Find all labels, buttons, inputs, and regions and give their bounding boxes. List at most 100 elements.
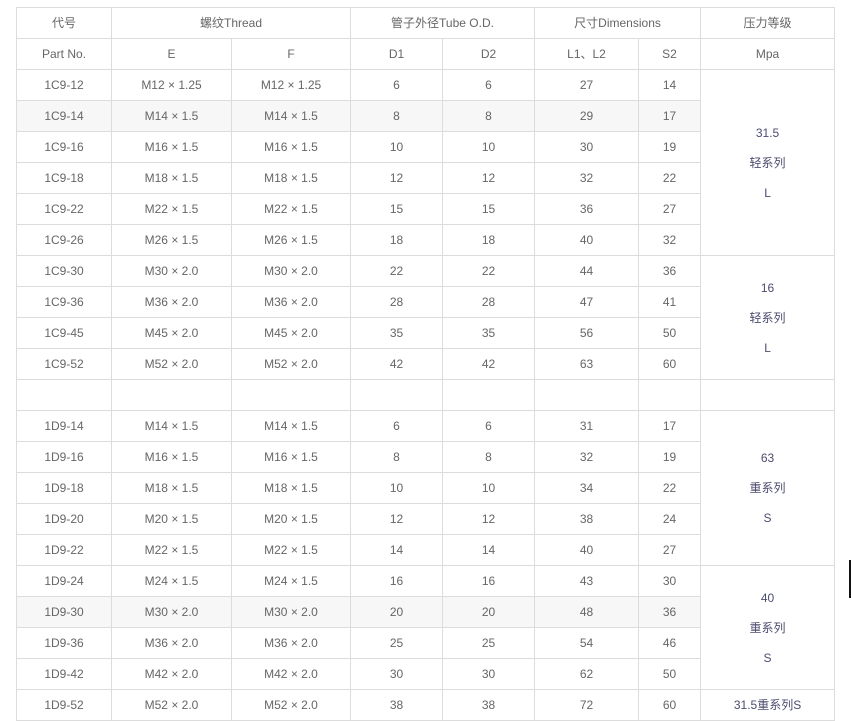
s2-cell: 17 — [638, 410, 702, 442]
part-no-cell: 1D9-36 — [16, 627, 112, 659]
pressure-grade-line: S — [763, 650, 772, 665]
thread-f-cell: M16 × 1.5 — [231, 131, 351, 163]
pressure-grade-cell: 63 重系列 S — [700, 410, 836, 566]
thread-e-cell: M12 × 1.25 — [111, 69, 232, 101]
thread-f-cell: M22 × 1.5 — [231, 534, 351, 566]
d2-cell: 12 — [441, 162, 536, 194]
thread-f-cell: M36 × 2.0 — [231, 627, 351, 659]
d1-cell: 20 — [350, 596, 443, 628]
thread-f-cell: M45 × 2.0 — [231, 317, 351, 349]
pressure-grade-line: S — [763, 511, 772, 525]
s2-cell: 19 — [638, 131, 702, 163]
thread-f-cell: M20 × 1.5 — [231, 503, 351, 535]
d1-cell: 10 — [350, 472, 443, 504]
thread-f-cell: M14 × 1.5 — [231, 410, 351, 442]
thread-f-cell: M22 × 1.5 — [231, 193, 351, 225]
header-d1: D1 — [350, 38, 443, 70]
pressure-grade-line: L — [764, 340, 771, 355]
d1-cell: 12 — [350, 503, 443, 535]
l1-l2-cell: 36 — [534, 193, 640, 225]
l1-l2-cell: 43 — [534, 565, 640, 597]
d2-cell: 10 — [441, 131, 536, 163]
thread-e-cell: M42 × 2.0 — [111, 658, 232, 690]
thread-f-cell: M52 × 2.0 — [231, 348, 351, 380]
thread-e-cell: M30 × 2.0 — [111, 596, 232, 628]
part-no-cell: 1D9-24 — [16, 565, 112, 597]
pressure-grade-line: 16 — [760, 280, 775, 295]
d2-cell: 8 — [441, 441, 536, 473]
d1-cell — [350, 379, 443, 411]
pressure-grade-line: 40 — [760, 590, 775, 605]
part-no-cell: 1D9-14 — [16, 410, 112, 442]
thread-e-cell: M22 × 1.5 — [111, 534, 232, 566]
d2-cell: 20 — [441, 596, 536, 628]
table-row: 1D9-20 M20 × 1.5 M20 × 1.5 12 12 38 24 — [16, 503, 835, 535]
header-l1-l2: L1、L2 — [534, 38, 640, 70]
table-row: 1D9-22 M22 × 1.5 M22 × 1.5 14 14 40 27 — [16, 534, 835, 566]
d2-cell: 18 — [441, 224, 536, 256]
s2-cell: 24 — [638, 503, 702, 535]
header-s2: S2 — [638, 38, 702, 70]
part-no-cell: 1D9-20 — [16, 503, 112, 535]
l1-l2-cell: 40 — [534, 224, 640, 256]
part-no-cell: 1C9-45 — [16, 317, 112, 349]
pressure-grade-line: 31.5重系列S — [733, 698, 802, 712]
d2-cell: 16 — [441, 565, 536, 597]
thread-f-cell: M18 × 1.5 — [231, 472, 351, 504]
part-no-cell: 1C9-22 — [16, 193, 112, 225]
pressure-grade-line: 31.5 — [755, 125, 780, 140]
pressure-grade-cell — [700, 379, 836, 411]
part-no-cell: 1D9-30 — [16, 596, 112, 628]
part-no-cell: 1C9-18 — [16, 162, 112, 194]
text-cursor — [849, 560, 851, 598]
table-row: 1C9-16 M16 × 1.5 M16 × 1.5 10 10 30 19 — [16, 131, 835, 163]
pressure-grade-line: L — [764, 185, 771, 200]
d2-cell: 30 — [441, 658, 536, 690]
thread-f-cell: M16 × 1.5 — [231, 441, 351, 473]
d1-cell: 6 — [350, 69, 443, 101]
thread-f-cell: M18 × 1.5 — [231, 162, 351, 194]
l1-l2-cell: 54 — [534, 627, 640, 659]
d2-cell: 25 — [441, 627, 536, 659]
l1-l2-cell: 29 — [534, 100, 640, 132]
header-row-1: 代号 螺纹Thread 管子外径Tube O.D. 尺寸Dimensions 压… — [16, 7, 836, 39]
thread-e-cell: M45 × 2.0 — [111, 317, 232, 349]
d1-cell: 12 — [350, 162, 443, 194]
header-pressure-cn: 压力等级 — [700, 7, 836, 39]
l1-l2-cell: 47 — [534, 286, 640, 318]
l1-l2-cell: 48 — [534, 596, 640, 628]
d1-cell: 10 — [350, 131, 443, 163]
table-row: 1D9-16 M16 × 1.5 M16 × 1.5 8 8 32 19 — [16, 441, 835, 473]
d2-cell: 10 — [441, 472, 536, 504]
s2-cell: 36 — [638, 255, 702, 287]
pressure-grade-line: 63 — [760, 451, 775, 465]
pressure-grade-line: 重系列 — [749, 481, 786, 495]
s2-cell: 32 — [638, 224, 702, 256]
l1-l2-cell — [534, 379, 640, 411]
thread-e-cell: M14 × 1.5 — [111, 410, 232, 442]
d2-cell: 6 — [441, 410, 536, 442]
part-no-cell: 1D9-42 — [16, 658, 112, 690]
thread-e-cell: M24 × 1.5 — [111, 565, 232, 597]
thread-f-cell: M24 × 1.5 — [231, 565, 351, 597]
part-no-cell: 1D9-52 — [16, 689, 112, 721]
thread-f-cell: M36 × 2.0 — [231, 286, 351, 318]
d1-cell: 14 — [350, 534, 443, 566]
l1-l2-cell: 44 — [534, 255, 640, 287]
s2-cell: 19 — [638, 441, 702, 473]
d2-cell: 6 — [441, 69, 536, 101]
s2-cell: 50 — [638, 658, 702, 690]
table-row: 1C9-22 M22 × 1.5 M22 × 1.5 15 15 36 27 — [16, 193, 835, 225]
l1-l2-cell: 38 — [534, 503, 640, 535]
pressure-grade-line: 重系列 — [749, 620, 786, 635]
pressure-grade-cell: 31.5重系列S — [700, 689, 836, 721]
d1-cell: 6 — [350, 410, 443, 442]
header-dimensions: 尺寸Dimensions — [534, 7, 702, 39]
s2-cell: 27 — [638, 193, 702, 225]
l1-l2-cell: 32 — [534, 441, 640, 473]
table-body: 1C9-12 M12 × 1.25 M12 × 1.25 6 6 27 14 31.5 轻系列 L… — [16, 69, 836, 721]
d2-cell: 38 — [441, 689, 536, 721]
d1-cell: 15 — [350, 193, 443, 225]
pressure-grade-cell: 31.5 轻系列 L — [700, 69, 836, 256]
table-row: 1C9-14 M14 × 1.5 M14 × 1.5 8 8 29 17 — [16, 100, 835, 132]
